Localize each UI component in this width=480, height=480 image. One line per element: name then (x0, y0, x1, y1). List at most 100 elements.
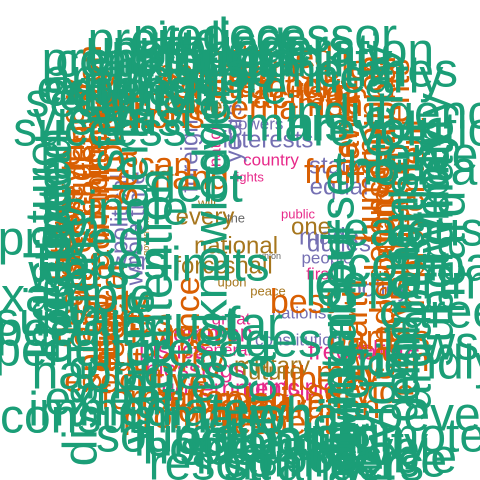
word-commerce: commerce (223, 435, 447, 480)
word-founders: founders (166, 21, 353, 74)
word-upon: upon (218, 275, 247, 290)
word-obligation: obligation (175, 412, 381, 465)
word-the: the (227, 211, 245, 226)
word-operation: operation (234, 25, 434, 78)
word-constitutional: constitutional (365, 56, 403, 254)
word-derive: derive (106, 78, 159, 209)
word-hand: hand (153, 159, 229, 197)
word-performance: performance (372, 178, 399, 313)
word-social: social (90, 43, 213, 96)
word-laws: laws (383, 318, 479, 371)
word-public: public (281, 207, 315, 222)
word-party: party (73, 283, 149, 321)
word-station: station (327, 346, 380, 480)
word-prejudices: prejudices (88, 14, 307, 67)
word-federal: federal (94, 264, 132, 368)
word-future: future (241, 359, 302, 386)
word-passed: passed (156, 53, 266, 91)
word-preparing: preparing (42, 34, 245, 87)
word-since: since (169, 276, 207, 355)
word-hopes: hopes (37, 237, 168, 290)
word-predecessor: predecessor (133, 10, 397, 63)
word-every: every (176, 204, 235, 231)
word-nations: nations (272, 304, 327, 323)
word-councils: councils (43, 64, 216, 117)
word-condition: condition (77, 110, 115, 246)
word-liberal: liberal (283, 360, 374, 398)
word-foreign: foreign (177, 119, 204, 192)
word-soil: soil (308, 74, 359, 112)
word-jealousies: jealousies (330, 204, 480, 257)
word-functions: functions (133, 414, 325, 467)
word-legislative: legislative (53, 184, 91, 333)
word-expenditures: expenditures (0, 324, 218, 377)
word-nature: nature (161, 63, 257, 101)
word-ever: ever (188, 83, 241, 176)
word-possible: possible (281, 431, 457, 480)
word-governments: governments (162, 376, 301, 403)
word-best: best (270, 283, 335, 321)
word-principles: principles (241, 49, 385, 87)
word-peculiar: peculiar (0, 304, 164, 357)
word-years: years (221, 104, 248, 163)
word-duty: duty (87, 308, 125, 372)
word-contributed: contributed (55, 35, 293, 88)
word-theory: theory (54, 78, 92, 173)
word-millions: millions (91, 98, 204, 136)
word-founded: founded (169, 392, 292, 430)
word-constitution: constitution (255, 331, 341, 350)
word-peace: peace (250, 284, 285, 299)
word-ocean: ocean (28, 128, 81, 259)
word-sentiments: sentiments (379, 59, 417, 223)
word-departments: departments (315, 257, 480, 310)
word-whole: whole (122, 223, 149, 287)
word-formation: formation (101, 379, 243, 417)
word-earth: earth (337, 279, 375, 357)
word-sustain: sustain (0, 294, 147, 347)
word-application: application (44, 51, 274, 104)
word-internal: internal (194, 89, 306, 127)
word-country: country (243, 151, 299, 170)
word-accountability: accountability (102, 35, 393, 88)
word-opinions: opinions (71, 265, 109, 392)
word-executive: executive (64, 362, 208, 400)
word-first: first (306, 265, 334, 284)
word-freedom: freedom (308, 339, 396, 366)
word-great: great (212, 310, 251, 329)
word-indulgence: indulgence (286, 87, 480, 140)
word-views: views (33, 93, 153, 146)
word-one: one (291, 214, 331, 241)
word-parties: parties (328, 319, 430, 357)
word-duties: duties (307, 231, 371, 258)
word-still: still (82, 103, 135, 172)
word-compact: compact (347, 239, 480, 292)
word-legislature: legislature (17, 141, 70, 360)
word-equal: equal (310, 174, 369, 201)
word-purposes: purposes (92, 72, 130, 212)
word-blessings: blessings (145, 357, 245, 384)
word-arduous: arduous (389, 237, 442, 410)
word-various: various (112, 290, 165, 445)
word-proved: proved (0, 213, 144, 266)
word-people: people (301, 249, 352, 268)
word-divisions: divisions (379, 214, 417, 344)
word-latent: latent (43, 198, 81, 282)
word-friendly: friendly (344, 337, 480, 390)
word-policy: policy (348, 276, 409, 303)
word-period: period (327, 83, 365, 178)
word-domestic: domestic (364, 118, 402, 254)
word-nearly: nearly (313, 51, 444, 104)
word-source: source (96, 410, 240, 463)
word-candid: candid (364, 280, 402, 380)
word-limits: limits (160, 239, 269, 292)
word-hope: hope (143, 422, 250, 475)
word-contention: contention (130, 168, 183, 390)
word-security: security (25, 75, 190, 128)
word-countrymen: countrymen (56, 316, 234, 354)
word-relations: relations (214, 382, 343, 420)
word-deeply: deeply (351, 43, 404, 184)
word-practical: practical (234, 342, 287, 480)
word-generation: generation (220, 388, 381, 426)
